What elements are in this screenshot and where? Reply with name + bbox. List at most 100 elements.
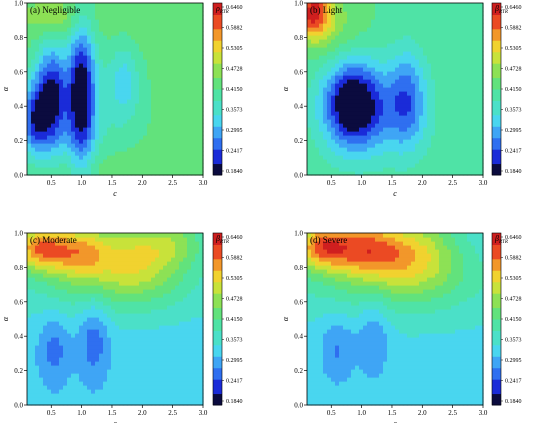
colorbar-segment (213, 91, 222, 96)
heatmap-cell (75, 107, 80, 112)
heatmap-cell (75, 341, 80, 346)
heatmap-cell (167, 39, 172, 44)
heatmap-cell (471, 63, 476, 68)
heatmap-cell (135, 99, 140, 104)
heatmap-cell (91, 349, 96, 354)
heatmap-cell (127, 39, 132, 44)
heatmap-cell (327, 79, 332, 84)
heatmap-cell (367, 135, 372, 140)
heatmap-cell (67, 401, 72, 406)
heatmap-cell (447, 67, 452, 72)
heatmap-cell (91, 333, 96, 338)
heatmap-cell (43, 123, 48, 128)
heatmap-cell (311, 171, 316, 176)
heatmap-cell (91, 63, 96, 68)
heatmap-cell (307, 171, 312, 176)
heatmap-cell (455, 63, 460, 68)
heatmap-cell (475, 131, 480, 136)
heatmap-cell (395, 11, 400, 16)
heatmap-cell (71, 163, 76, 168)
heatmap-cell (443, 107, 448, 112)
heatmap-cell (183, 155, 188, 160)
heatmap-cell (151, 63, 156, 68)
heatmap-cell (343, 11, 348, 16)
heatmap-cell (55, 115, 60, 120)
heatmap-cell (123, 151, 128, 156)
heatmap-cell (55, 401, 60, 406)
heatmap-cell (355, 163, 360, 168)
heatmap-cell (367, 127, 372, 132)
heatmap-cell (67, 11, 72, 16)
heatmap-cell (163, 131, 168, 136)
heatmap-cell (163, 23, 168, 28)
heatmap-cell (111, 361, 116, 366)
heatmap-cell (471, 119, 476, 124)
heatmap-cell (131, 163, 136, 168)
heatmap-cell (455, 127, 460, 132)
heatmap-cell (127, 11, 132, 16)
heatmap-cell (391, 3, 396, 8)
heatmap-cell (51, 147, 56, 152)
heatmap-cell (63, 377, 68, 382)
heatmap-cell (27, 381, 32, 386)
heatmap-cell (43, 357, 48, 362)
heatmap-cell (199, 15, 204, 20)
heatmap-cell (27, 123, 32, 128)
heatmap-cell (315, 151, 320, 156)
heatmap-cell (99, 119, 104, 124)
heatmap-cell (467, 159, 472, 164)
heatmap-cell (395, 83, 400, 88)
heatmap-cell (55, 155, 60, 160)
heatmap-cell (119, 3, 124, 8)
heatmap-cell (395, 3, 400, 8)
heatmap-cell (435, 119, 440, 124)
heatmap-cell (75, 155, 80, 160)
heatmap-cell (415, 95, 420, 100)
heatmap-cell (71, 293, 76, 298)
heatmap-cell (79, 127, 84, 132)
heatmap-cell (55, 237, 60, 242)
heatmap-cell (95, 107, 100, 112)
heatmap-cell (111, 337, 116, 342)
heatmap-cell (67, 143, 72, 148)
heatmap-cell (431, 171, 436, 176)
heatmap-cell (379, 171, 384, 176)
heatmap-cell (359, 39, 364, 44)
heatmap-cell (131, 55, 136, 60)
heatmap-cell (171, 71, 176, 76)
heatmap-cell (183, 147, 188, 152)
heatmap-cell (59, 265, 64, 270)
heatmap-cell (87, 397, 92, 402)
heatmap-cell (75, 293, 80, 298)
heatmap-cell (423, 83, 428, 88)
heatmap-cell (323, 171, 328, 176)
heatmap-cell (411, 39, 416, 44)
heatmap-cell (155, 63, 160, 68)
heatmap-cell (311, 91, 316, 96)
heatmap-cell (103, 99, 108, 104)
heatmap-cell (479, 75, 484, 80)
heatmap-cell (407, 35, 412, 40)
heatmap-cell (43, 385, 48, 390)
heatmap-cell (187, 83, 192, 88)
heatmap-cell (103, 393, 108, 398)
heatmap-cell (103, 127, 108, 132)
heatmap-cell (95, 365, 100, 370)
heatmap-cell (63, 99, 68, 104)
heatmap-cell (331, 59, 336, 64)
heatmap-cell (95, 361, 100, 366)
heatmap-cell (431, 119, 436, 124)
heatmap-cell (59, 233, 64, 238)
heatmap-cell (159, 111, 164, 116)
heatmap-cell (63, 269, 68, 274)
heatmap-cell (103, 265, 108, 270)
heatmap-cell (183, 3, 188, 8)
heatmap-cell (463, 83, 468, 88)
heatmap-cell (107, 353, 112, 358)
heatmap-cell (47, 47, 52, 52)
heatmap-cell (471, 79, 476, 84)
heatmap-cell (347, 79, 352, 84)
heatmap-cell (387, 31, 392, 36)
heatmap-cell (79, 55, 84, 60)
heatmap-cell (179, 107, 184, 112)
